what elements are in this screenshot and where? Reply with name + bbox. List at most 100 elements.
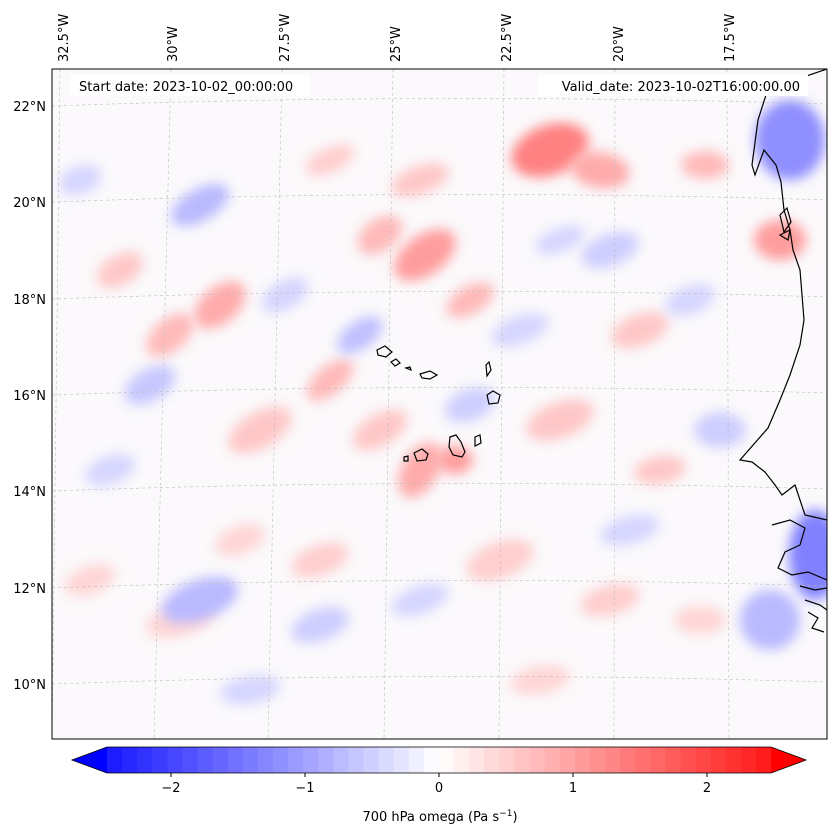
omega-anomaly: [491, 313, 549, 347]
colorbar-cell: [544, 747, 561, 773]
colorbar-cell: [393, 747, 410, 773]
colorbar-cell: [363, 747, 380, 773]
colorbar-cell: [559, 747, 576, 773]
omega-anomaly: [437, 446, 473, 474]
colorbar-cell: [333, 747, 350, 773]
island-santo-antao: [376, 345, 393, 358]
colorbar-cell: [469, 747, 485, 773]
colorbar-cell: [242, 747, 259, 773]
colorbar-label-prefix: 700 hPa omega (Pa s: [362, 810, 499, 825]
omega-field: [58, 100, 827, 705]
colorbar-label-suffix: ): [512, 810, 517, 825]
omega-anomaly: [466, 539, 534, 581]
omega-anomaly: [681, 151, 729, 179]
omega-anomaly: [535, 225, 585, 255]
omega-anomaly: [581, 231, 639, 269]
colorbar-tick-label: 1: [569, 781, 577, 796]
colorbar-cell: [318, 747, 334, 773]
coast-inlet-north: [778, 206, 792, 241]
colorbar-cell: [650, 747, 666, 773]
omega-anomaly: [215, 524, 265, 556]
omega-anomaly: [510, 665, 570, 695]
valid-date-text: Valid_date: 2023-10-02T16:00:00.00: [562, 80, 800, 95]
colorbar-cell: [107, 747, 123, 773]
lon-label-22-5w: 22.5°W: [500, 14, 515, 62]
island-maio: [474, 434, 482, 447]
colorbar-tick-label: −2: [161, 781, 180, 796]
colorbar-cell: [529, 747, 546, 773]
omega-anomaly: [352, 409, 408, 451]
start-date-text: Start date: 2023-10-02_00:00:00: [79, 80, 293, 95]
colorbar-cell: [484, 747, 500, 773]
island-fogo: [413, 448, 429, 462]
colorbar-cell: [755, 747, 772, 773]
omega-anomaly: [789, 510, 827, 600]
colorbar-cell: [620, 747, 636, 773]
omega-anomaly: [261, 277, 309, 313]
parallel-line: [52, 387, 827, 396]
omega-anomaly: [391, 583, 449, 617]
lat-label-10n: 10°N: [13, 678, 46, 693]
omega-anomaly: [97, 251, 143, 289]
omega-anomaly: [85, 454, 135, 486]
lon-label-30w: 30°W: [166, 26, 181, 62]
omega-anomaly: [755, 100, 825, 180]
omega-anomaly: [306, 359, 354, 401]
omega-anomaly: [161, 576, 239, 624]
parallel-line: [52, 580, 827, 589]
colorbar-tick-label: −1: [295, 781, 314, 796]
colorbar-cell: [378, 747, 395, 773]
omega-anomaly: [228, 406, 292, 454]
cape-verde-islands: [376, 345, 501, 462]
colorbar-extend-max: [771, 747, 806, 773]
colorbar-cell: [499, 747, 516, 773]
omega-anomaly: [511, 122, 589, 178]
parallel-line: [52, 483, 827, 492]
longitude-labels: 32.5°W 30°W 27.5°W 25°W 22.5°W 20°W 17.5…: [57, 14, 738, 62]
lat-label-14n: 14°N: [13, 485, 46, 500]
map-panel: [51, 68, 828, 740]
meridian-line: [613, 69, 616, 739]
meridian-line: [498, 69, 505, 739]
colorbar-cell: [454, 747, 470, 773]
omega-anomaly: [694, 412, 746, 448]
colorbar-outline: [70, 746, 808, 774]
colorbar-label-exponent: −1: [499, 809, 512, 819]
colorbar-cell: [167, 747, 184, 773]
colorbar-cells: [107, 747, 772, 773]
omega-anomaly: [357, 215, 403, 255]
colorbar-cell: [273, 747, 289, 773]
valid-date-box: [538, 75, 808, 96]
colorbar-cell: [725, 747, 742, 773]
lon-label-17-5w: 17.5°W: [723, 14, 738, 62]
omega-anomaly: [394, 229, 456, 281]
omega-anomaly: [65, 564, 115, 596]
colorbar-cell: [589, 747, 606, 773]
omega-anomaly: [740, 590, 800, 650]
island-santiago: [448, 434, 466, 458]
island-sal: [485, 360, 492, 378]
colorbar-cell: [288, 747, 304, 773]
lon-label-27-5w: 27.5°W: [278, 14, 293, 62]
colorbar-cell: [197, 747, 214, 773]
parallel-line: [52, 676, 827, 685]
lat-label-22n: 22°N: [13, 100, 46, 115]
header: Start date: 2023-10-02_00:00:00 Valid_da…: [70, 75, 808, 96]
lon-label-25w: 25°W: [389, 26, 404, 62]
colorbar-cell: [710, 747, 727, 773]
omega-anomaly: [754, 220, 806, 260]
omega-anomaly: [444, 387, 496, 423]
latitude-labels: 22°N 20°N 18°N 16°N 14°N 12°N 10°N: [13, 100, 46, 693]
omega-anomaly: [634, 455, 686, 485]
colorbar-cell: [212, 747, 229, 773]
meridian-line: [52, 69, 61, 739]
colorbar-cell: [680, 747, 697, 773]
omega-anomaly: [611, 311, 669, 349]
omega-anomaly: [665, 284, 715, 316]
omega-anomaly: [58, 164, 102, 196]
meridian-line: [726, 69, 730, 739]
colorbar-cell: [695, 747, 712, 773]
colorbar-cell: [740, 747, 757, 773]
colorbar-cell: [635, 747, 651, 773]
omega-anomaly: [526, 399, 594, 441]
